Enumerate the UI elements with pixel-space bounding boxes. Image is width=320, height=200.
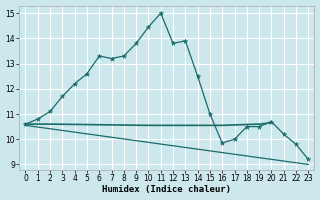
X-axis label: Humidex (Indice chaleur): Humidex (Indice chaleur) bbox=[102, 185, 231, 194]
